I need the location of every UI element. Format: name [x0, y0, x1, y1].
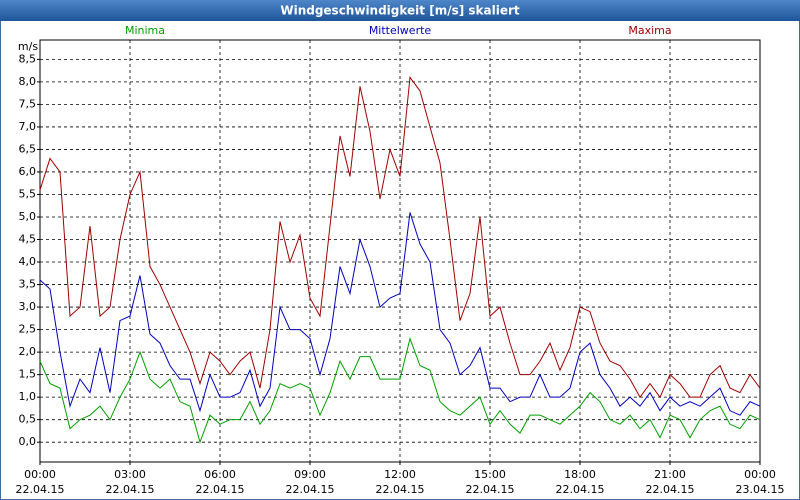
- y-tick-label: 1,0: [19, 390, 37, 403]
- series-line: [39, 76, 761, 399]
- x-tick-label: 12:00: [384, 468, 416, 481]
- y-tick-label: 7,5: [19, 97, 37, 110]
- y-unit: m/s: [18, 40, 38, 53]
- series-line: [39, 336, 761, 444]
- y-tick-label: 2,5: [19, 323, 37, 336]
- x-tick-label: 09:00: [294, 468, 326, 481]
- y-tick-label: 5,5: [19, 187, 37, 200]
- y-tick-label: 3,0: [19, 300, 37, 313]
- x-tick-label: 21:00: [654, 468, 686, 481]
- legend-entry: Maxima: [628, 24, 671, 37]
- y-tick-label: 5,0: [19, 210, 37, 223]
- y-tick-label: 7,0: [19, 120, 37, 133]
- legend-entry: Mittelwerte: [369, 24, 432, 37]
- x-tick-date: 22.04.15: [376, 483, 425, 496]
- legend-entry: Minima: [125, 24, 165, 37]
- chart-title: Windgeschwindigkeit [m/s] skaliert: [280, 4, 520, 18]
- x-tick-date: 22.04.15: [556, 483, 605, 496]
- x-tick-label: 00:00: [744, 468, 776, 481]
- x-tick-label: 15:00: [474, 468, 506, 481]
- x-tick-date: 22.04.15: [646, 483, 695, 496]
- x-tick-label: 06:00: [204, 468, 236, 481]
- y-tick-label: 6,5: [19, 142, 37, 155]
- y-tick-label: 4,5: [19, 233, 37, 246]
- x-tick-date: 23.04.15: [736, 483, 785, 496]
- x-tick-label: 03:00: [114, 468, 146, 481]
- x-tick-date: 22.04.15: [196, 483, 245, 496]
- x-tick-date: 22.04.15: [286, 483, 335, 496]
- y-tick-label: 0,0: [19, 435, 37, 448]
- x-tick-date: 22.04.15: [16, 483, 65, 496]
- x-tick-label: 00:00: [24, 468, 56, 481]
- y-tick-label: 0,5: [19, 413, 37, 426]
- x-tick-label: 18:00: [564, 468, 596, 481]
- x-tick-date: 22.04.15: [466, 483, 515, 496]
- title-bar: [0, 0, 800, 21]
- y-tick-label: 2,0: [19, 345, 37, 358]
- y-tick-label: 8,5: [19, 52, 37, 65]
- y-tick-label: 1,5: [19, 368, 37, 381]
- y-tick-label: 4,0: [19, 255, 37, 268]
- y-tick-label: 6,0: [19, 165, 37, 178]
- series-line: [39, 212, 761, 416]
- x-tick-date: 22.04.15: [106, 483, 155, 496]
- y-tick-label: 8,0: [19, 75, 37, 88]
- y-tick-label: 3,5: [19, 278, 37, 291]
